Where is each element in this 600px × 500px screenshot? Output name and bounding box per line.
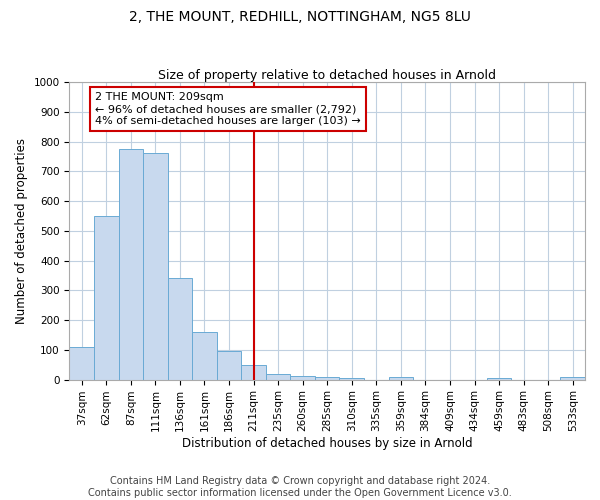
Bar bbox=[217, 350, 241, 380]
Bar bbox=[70, 347, 94, 380]
Bar bbox=[241, 364, 266, 380]
Bar bbox=[266, 374, 290, 380]
Bar bbox=[290, 376, 315, 380]
Text: 2 THE MOUNT: 209sqm
← 96% of detached houses are smaller (2,792)
4% of semi-deta: 2 THE MOUNT: 209sqm ← 96% of detached ho… bbox=[95, 92, 361, 126]
Text: Contains HM Land Registry data © Crown copyright and database right 2024.
Contai: Contains HM Land Registry data © Crown c… bbox=[88, 476, 512, 498]
X-axis label: Distribution of detached houses by size in Arnold: Distribution of detached houses by size … bbox=[182, 437, 473, 450]
Bar bbox=[143, 154, 167, 380]
Title: Size of property relative to detached houses in Arnold: Size of property relative to detached ho… bbox=[158, 69, 496, 82]
Bar bbox=[192, 332, 217, 380]
Bar bbox=[560, 377, 585, 380]
Bar bbox=[340, 378, 364, 380]
Bar bbox=[119, 149, 143, 380]
Bar bbox=[94, 216, 119, 380]
Bar bbox=[167, 278, 192, 380]
Bar bbox=[389, 377, 413, 380]
Bar bbox=[487, 378, 511, 380]
Y-axis label: Number of detached properties: Number of detached properties bbox=[15, 138, 28, 324]
Text: 2, THE MOUNT, REDHILL, NOTTINGHAM, NG5 8LU: 2, THE MOUNT, REDHILL, NOTTINGHAM, NG5 8… bbox=[129, 10, 471, 24]
Bar bbox=[315, 376, 340, 380]
